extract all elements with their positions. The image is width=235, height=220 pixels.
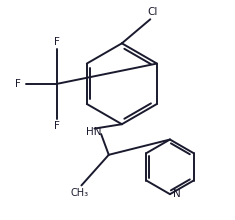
Text: F: F: [55, 121, 60, 131]
Text: Cl: Cl: [147, 7, 158, 17]
Text: HN: HN: [86, 127, 101, 137]
Text: N: N: [173, 189, 181, 199]
Text: F: F: [55, 37, 60, 47]
Text: CH₃: CH₃: [70, 188, 88, 198]
Text: F: F: [16, 79, 21, 89]
